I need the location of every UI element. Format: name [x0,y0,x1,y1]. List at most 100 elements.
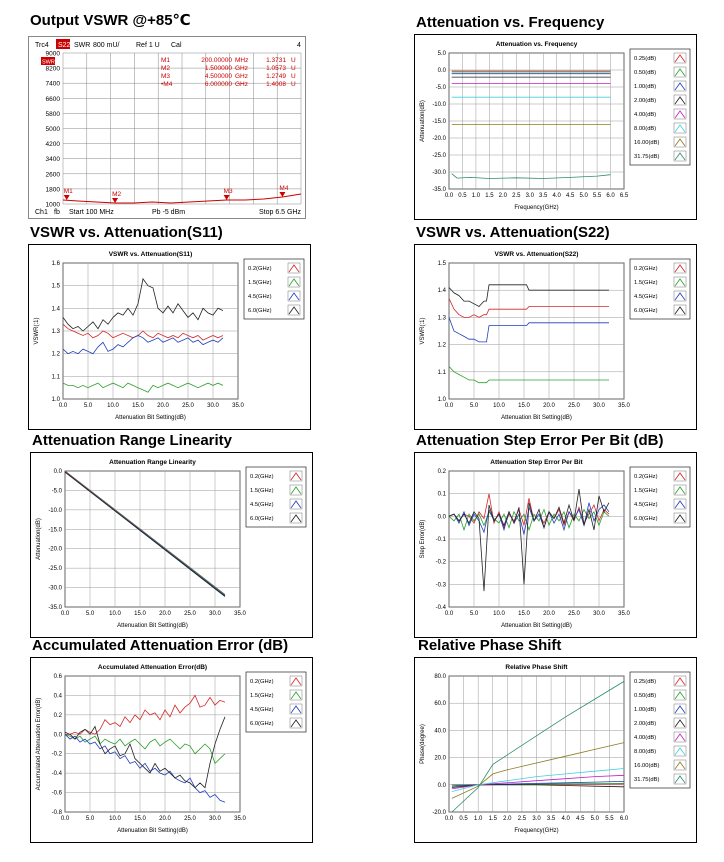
series-line [448,284,609,307]
x-axis-label: Frequency(GHz) [514,205,558,211]
series-line [448,298,609,318]
legend-swatch [290,500,302,509]
vna-y-tick-label: 2600 [46,171,61,178]
vna-ref-label: Ref 1 U [136,42,160,49]
legend-swatch [674,110,686,119]
series-line [448,493,610,529]
x-tick-label: 20.0 [157,403,169,409]
legend-swatch-box [289,498,303,510]
legend-swatch-box [289,675,303,687]
y-tick-label: -0.6 [52,791,63,797]
x-tick-label: 3.5 [539,193,548,199]
legend-label: 1.5(GHz) [634,280,658,286]
legend-swatch-box [287,304,301,316]
y-tick-label: 0.2 [54,713,63,719]
x-tick-label: 1.0 [474,816,483,822]
y-tick-label: 20.0 [434,756,446,762]
legend-swatch-box [673,675,687,687]
x-tick-label: 15.0 [132,403,144,409]
x-axis-label: Attenuation Bit Setting(dB) [117,623,188,629]
y-axis-label: Phase(degree) [420,724,426,764]
x-tick-label: 10.0 [493,403,505,409]
y-tick-label: 0.0 [438,68,447,74]
legend-box [629,48,691,166]
vna-cal-label: Cal [171,42,182,49]
x-tick-label: 10.0 [109,816,121,822]
legend-swatch [290,472,302,481]
att-freq-svg: Attenuation vs. Frequency 0.0 0.5 1.0 1.5 2.0… [420,41,691,211]
legend-label: 1.5(GHz) [634,488,658,494]
legend-label: 0.25(dB) [634,679,656,685]
vna-marker-label: M4 [279,185,288,192]
legend-swatch-box [673,52,687,64]
legend-swatch-box [673,304,687,316]
legend-swatch-box [289,484,303,496]
y-tick-label: 0.0 [54,732,63,738]
legend-box [629,671,691,789]
vna-section-title: Output VSWR @+85℃ [30,12,191,29]
vna-ref-badge [41,57,55,65]
legend-label: 1.00(dB) [634,707,656,713]
legend-swatch-box [673,731,687,743]
y-tick-label: -0.8 [52,810,63,816]
y-tick-label: 1.2 [52,352,61,358]
legend-swatch [674,152,686,161]
series-line [65,694,226,735]
x-tick-label: 20.0 [543,611,555,617]
legend-swatch [290,677,302,686]
x-tick-label: 4.5 [576,816,585,822]
y-tick-label: 0.2 [438,469,447,475]
x-tick-label: 0.0 [445,816,454,822]
x-tick-label: 5.0 [470,611,479,617]
x-tick-label: 15.0 [134,816,146,822]
y-tick-label: 1.5 [52,284,61,290]
legend-swatch-box [673,150,687,162]
x-tick-label: 1.5 [485,193,494,199]
x-tick-label: 15.0 [134,611,146,617]
x-tick-label: 30.0 [207,403,219,409]
legend-label: 16.00(dB) [634,140,660,146]
x-tick-label: 10.0 [493,611,505,617]
vna-scale-label: 800 mU/ [93,42,120,49]
vna-marker-id: M1 [161,57,170,64]
phase-section-title: Relative Phase Shift [418,637,562,654]
x-tick-label: 5.0 [470,403,479,409]
acc-err-chart: Accumulated Attenuation Error(dB) 0.0 5.0 1… [30,657,313,843]
x-tick-label: 35.0 [232,403,244,409]
y-axis-label: Attenuation(dB) [36,518,42,560]
x-axis-label: Attenuation Bit Setting(dB) [501,415,572,421]
vna-y-tick-label: 3400 [46,156,61,163]
y-tick-label: -35.0 [48,605,62,611]
x-tick-label: 1.0 [472,193,481,199]
legend-swatch-box [673,745,687,757]
y-tick-label: -0.3 [436,582,447,588]
vna-format-label: SWR [74,42,90,49]
x-tick-label: 20.0 [543,403,555,409]
legend-swatch-box [289,689,303,701]
legend-label: 4.5(GHz) [634,294,658,300]
y-tick-label: -5.0 [436,85,447,91]
legend-swatch [674,138,686,147]
vswr-s11-svg: VSWR vs. Attenuation(S11) 0.0 5.0 10.0 15.0 2… [34,251,305,421]
legend-label: 6.0(GHz) [250,721,274,727]
phase-chart: Relative Phase Shift 0.0 0.5 1.0 1.5 2.0 2.5 3.… [414,657,697,843]
x-tick-label: 2.5 [518,816,527,822]
y-tick-label: -10.0 [432,102,446,108]
chart-title: Accumulated Attenuation Error(dB) [98,664,207,671]
x-tick-label: 5.0 [591,816,600,822]
legend-swatch [674,124,686,133]
x-tick-label: 2.0 [499,193,508,199]
legend-swatch-box [673,484,687,496]
legend-label: 6.0(GHz) [634,516,658,522]
legend-label: 0.50(dB) [634,70,656,76]
x-tick-label: 5.5 [593,193,602,199]
x-tick-label: 3.5 [547,816,556,822]
vna-y-tick-label: 8200 [46,66,61,73]
vna-y-tick-label: 1000 [46,202,61,209]
y-axis-label: VSWR(:1) [34,317,40,344]
x-tick-label: 25.0 [568,611,580,617]
y-tick-label: -0.2 [436,560,447,566]
chart-title: Relative Phase Shift [505,664,568,671]
series-line [448,366,609,384]
x-tick-label: 2.5 [512,193,521,199]
